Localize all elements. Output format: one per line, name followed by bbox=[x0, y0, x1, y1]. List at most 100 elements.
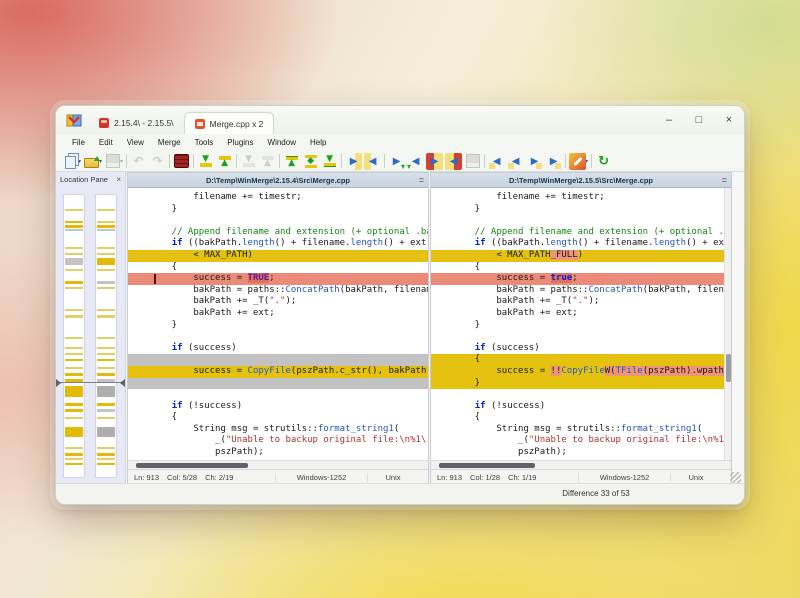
diff-location-bar[interactable] bbox=[65, 269, 83, 271]
diff-location-bar[interactable] bbox=[97, 287, 115, 289]
menu-tools[interactable]: Tools bbox=[194, 138, 214, 147]
diff-location-bar[interactable] bbox=[97, 253, 115, 255]
diff-location-bar[interactable] bbox=[65, 463, 83, 465]
diff-location-bar[interactable] bbox=[97, 458, 115, 460]
copy-left-advance-button[interactable]: ◀ bbox=[406, 152, 425, 171]
code-line[interactable]: { bbox=[150, 412, 178, 423]
prev-conflict-button[interactable]: ▲ bbox=[258, 152, 277, 171]
code-line[interactable]: // Append filename and extension (+ opti… bbox=[453, 226, 731, 237]
dropdown-arrow-icon[interactable]: ▾ bbox=[120, 158, 124, 165]
diff-location-bar[interactable] bbox=[97, 463, 115, 465]
code-line[interactable]: if ((bakPath.length() + filename.length(… bbox=[474, 238, 731, 249]
copy-right-button[interactable]: ▶ bbox=[344, 152, 363, 171]
diff-location-bar[interactable] bbox=[65, 353, 83, 355]
first-diff-button[interactable]: ▲ bbox=[282, 152, 301, 171]
diff-location-bar[interactable] bbox=[97, 225, 115, 228]
code-line[interactable]: filename += timestr; bbox=[150, 192, 302, 202]
dropdown-arrow-icon[interactable]: ▾ bbox=[99, 158, 103, 165]
code-line[interactable]: < MAX_PATH) bbox=[128, 249, 428, 262]
code-line[interactable]: } bbox=[431, 377, 731, 390]
diff-location-bar[interactable] bbox=[97, 247, 115, 249]
code-view-right[interactable]: filename += timestr; } // Append filenam… bbox=[431, 188, 731, 460]
diff-location-bar[interactable] bbox=[65, 417, 83, 419]
close-button[interactable]: × bbox=[725, 114, 733, 126]
diff-location-bar[interactable] bbox=[97, 417, 115, 419]
diff-location-bar[interactable] bbox=[65, 221, 83, 223]
open-button[interactable]: ▾ bbox=[82, 152, 103, 171]
goto-right-line-button[interactable]: ▶ bbox=[544, 152, 563, 171]
diff-location-bar[interactable] bbox=[97, 353, 115, 355]
diff-location-bar[interactable] bbox=[97, 209, 115, 211]
refresh-button[interactable] bbox=[594, 152, 613, 171]
code-line[interactable] bbox=[128, 354, 428, 366]
code-line[interactable] bbox=[431, 389, 731, 401]
code-line[interactable]: { bbox=[431, 354, 731, 366]
maximize-button[interactable]: □ bbox=[695, 114, 703, 126]
copy-right-advance-button[interactable]: ▶ bbox=[387, 152, 406, 171]
minimize-button[interactable]: – bbox=[665, 114, 673, 126]
diff-location-bar[interactable] bbox=[65, 225, 83, 228]
resize-grip[interactable] bbox=[730, 472, 741, 483]
redo-button[interactable] bbox=[148, 152, 167, 171]
diff-location-bar[interactable] bbox=[65, 315, 83, 318]
code-line[interactable]: } bbox=[150, 319, 178, 330]
copy-all-right-button[interactable]: ▶ bbox=[425, 152, 444, 171]
h-scrollbar-left[interactable] bbox=[128, 460, 428, 469]
diff-location-bar[interactable] bbox=[97, 427, 115, 437]
v-scrollbar-thumb[interactable] bbox=[726, 354, 731, 382]
save-button[interactable]: ▾ bbox=[103, 152, 124, 171]
location-view-indicator[interactable] bbox=[56, 379, 125, 387]
code-line[interactable]: bakPath = paths::ConcatPath(bakPath, fil… bbox=[150, 284, 428, 295]
code-line[interactable]: pszPath); bbox=[453, 447, 567, 458]
code-line[interactable]: _("Unable to backup original file:\n%1\r bbox=[150, 435, 428, 446]
file-path-header-right[interactable]: D:\Temp\WinMerge\2.15.5\Src\Merge.cpp = bbox=[431, 173, 731, 188]
diff-location-bar[interactable] bbox=[65, 247, 83, 249]
dropdown-arrow-icon[interactable]: ▾ bbox=[78, 158, 82, 165]
diff-location-bar[interactable] bbox=[65, 309, 83, 311]
diff-location-bar[interactable] bbox=[65, 373, 83, 376]
diff-location-bar[interactable] bbox=[65, 253, 83, 255]
eol-indicator[interactable]: Unix bbox=[385, 472, 401, 482]
diff-location-bar[interactable] bbox=[97, 309, 115, 311]
copy-all-left-button[interactable]: ◀ bbox=[444, 152, 463, 171]
diff-location-bar[interactable] bbox=[65, 337, 83, 339]
diff-location-bar[interactable] bbox=[97, 229, 115, 231]
diff-location-bar[interactable] bbox=[65, 287, 83, 289]
code-line[interactable]: { bbox=[150, 261, 178, 272]
code-line[interactable]: bakPath += ext; bbox=[453, 307, 578, 318]
next-diff-button[interactable]: ▼ bbox=[196, 152, 215, 171]
code-line[interactable]: _("Unable to backup original file:\n%1\r bbox=[453, 435, 731, 446]
last-diff-button[interactable]: ▼ bbox=[320, 152, 339, 171]
code-line[interactable] bbox=[128, 389, 428, 401]
eol-indicator[interactable]: Unix bbox=[688, 472, 704, 482]
code-line[interactable]: bakPath = paths::ConcatPath(bakPath, fil… bbox=[453, 284, 731, 295]
diff-location-bar[interactable] bbox=[65, 359, 83, 361]
code-line[interactable]: { bbox=[453, 412, 481, 423]
menu-view[interactable]: View bbox=[126, 138, 144, 147]
tab-file-compare[interactable]: Merge.cpp x 2 bbox=[183, 112, 275, 134]
code-line[interactable]: { bbox=[453, 261, 481, 272]
diff-location-bar[interactable] bbox=[97, 386, 115, 397]
diff-location-bar[interactable] bbox=[65, 209, 83, 211]
menu-plugins[interactable]: Plugins bbox=[227, 138, 254, 147]
diff-location-bar[interactable] bbox=[65, 458, 83, 460]
goto-right-diff-button[interactable]: ▶ bbox=[525, 152, 544, 171]
code-line[interactable]: success = CopyFile(pszPath.c_str(), bakP… bbox=[128, 365, 428, 378]
code-line[interactable]: pszPath); bbox=[150, 447, 264, 458]
code-line[interactable]: success = TRUE; bbox=[128, 273, 428, 285]
diff-location-bar[interactable] bbox=[97, 367, 115, 369]
copy-left-button[interactable]: ◀ bbox=[363, 152, 382, 171]
code-line[interactable] bbox=[431, 331, 731, 343]
diff-location-bar[interactable] bbox=[97, 347, 115, 349]
diff-location-bar[interactable] bbox=[65, 281, 83, 284]
diff-location-bar[interactable] bbox=[65, 258, 83, 265]
code-line[interactable] bbox=[128, 331, 428, 343]
code-line[interactable]: // Append filename and extension (+ opti… bbox=[150, 226, 428, 237]
code-line[interactable] bbox=[128, 377, 428, 390]
goto-left-diff-button[interactable]: ◀ bbox=[487, 152, 506, 171]
plugin-options-button[interactable]: ▾ bbox=[568, 152, 589, 171]
diff-location-bar[interactable] bbox=[65, 409, 83, 412]
code-line[interactable]: } bbox=[453, 203, 481, 214]
diff-location-bar[interactable] bbox=[97, 337, 115, 339]
diff-location-bar[interactable] bbox=[97, 258, 115, 265]
